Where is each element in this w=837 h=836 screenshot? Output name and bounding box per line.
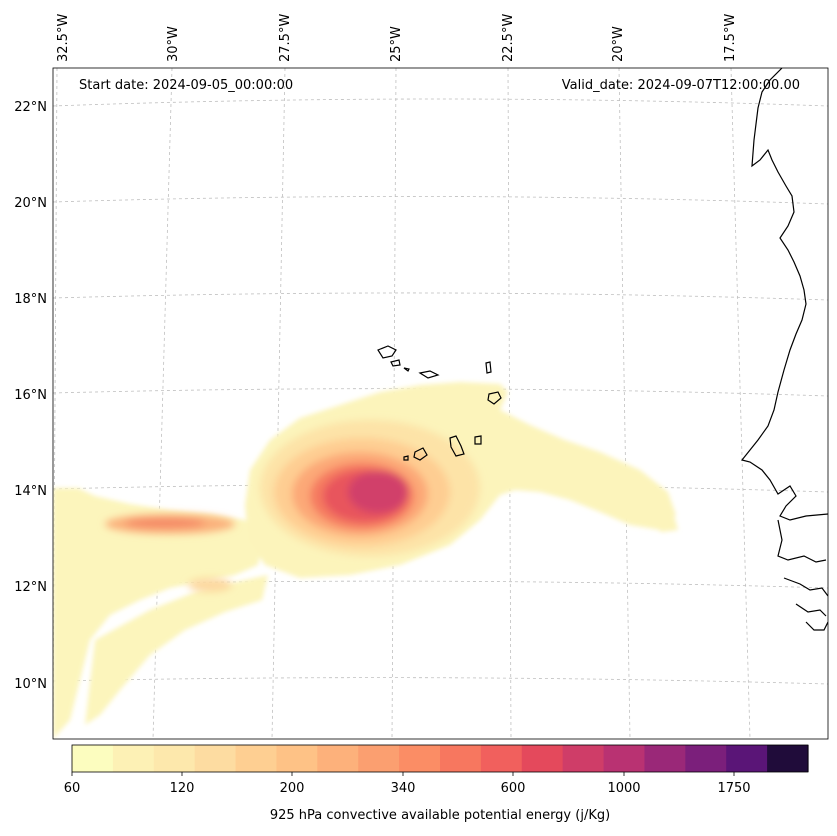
colorbar-swatch [317, 745, 359, 772]
lon-label: 25°W [389, 26, 404, 62]
colorbar-swatch [153, 745, 196, 772]
lon-label: 30°W [166, 26, 181, 62]
lat-label: 12°N [14, 580, 47, 595]
colorbar-swatch [726, 745, 768, 772]
lon-label: 17.5°W [723, 14, 738, 62]
lon-label: 20°W [611, 26, 626, 62]
longitude-labels: 32.5°W 30°W 27.5°W 25°W 22.5°W 20°W 17.5… [56, 14, 738, 62]
colorbar-tick-label: 600 [500, 781, 526, 796]
colorbar-swatch [399, 745, 441, 772]
lat-label: 14°N [14, 484, 47, 499]
latitude-labels: 22°N 20°N 18°N 16°N 14°N 12°N 10°N [14, 100, 47, 692]
cape-region-west-strip [85, 575, 268, 725]
island [413, 447, 428, 461]
lat-label: 10°N [14, 677, 47, 692]
colorbar-swatch [276, 745, 318, 772]
colorbar-tick-label: 60 [63, 781, 81, 796]
cape-core [105, 420, 480, 592]
colorbar-tick-label: 340 [390, 781, 416, 796]
cape-streak-west-core [125, 518, 205, 528]
cape-region-east [640, 508, 678, 532]
lon-label: 22.5°W [501, 14, 516, 62]
colorbar-swatch [194, 745, 237, 772]
start-date: Start date: 2024-09-05_00:00:00 [79, 78, 294, 93]
colorbar-swatch [685, 745, 727, 772]
colorbar-swatch [358, 745, 400, 772]
island [418, 370, 440, 379]
cape-contour-6 [348, 471, 408, 513]
island [390, 359, 401, 367]
colorbar-label: 925 hPa convective available potential e… [269, 808, 611, 823]
island [485, 361, 492, 374]
colorbar-ticks [71, 772, 735, 776]
lat-label: 20°N [14, 196, 47, 211]
island [403, 455, 409, 461]
lat-label: 18°N [14, 292, 47, 307]
colorbar-swatch [562, 745, 605, 772]
colorbar-swatch [72, 745, 114, 772]
colorbar-swatch [644, 745, 686, 772]
island [474, 435, 482, 445]
colorbar [72, 745, 809, 772]
colorbar-swatch [480, 745, 523, 772]
lon-label: 27.5°W [278, 14, 293, 62]
island [377, 345, 397, 359]
colorbar-tick-label: 200 [279, 781, 305, 796]
cabo-verde-islands [377, 345, 502, 461]
colorbar-swatch [521, 745, 564, 772]
colorbar-tick-label: 1750 [717, 781, 751, 796]
cape-blob-south [188, 578, 232, 592]
colorbar-swatch [440, 745, 482, 772]
cape-region-west [53, 488, 262, 739]
island [449, 435, 465, 457]
valid-date: Valid_date: 2024-09-07T12:00:00.00 [561, 78, 800, 93]
island [487, 391, 502, 405]
colorbar-frame [71, 744, 809, 773]
colorbar-tick-label: 1000 [607, 781, 641, 796]
island [403, 367, 410, 372]
colorbar-swatch [112, 745, 155, 772]
lat-label: 22°N [14, 100, 47, 115]
africa-coastline [740, 68, 828, 631]
colorbar-swatch [603, 745, 646, 772]
lat-label: 16°N [14, 388, 47, 403]
colorbar-swatch [235, 745, 278, 772]
map-frame [52, 67, 829, 740]
colorbar-swatch [767, 745, 809, 772]
lon-label: 32.5°W [56, 14, 71, 62]
colorbar-tick-label: 120 [169, 781, 195, 796]
